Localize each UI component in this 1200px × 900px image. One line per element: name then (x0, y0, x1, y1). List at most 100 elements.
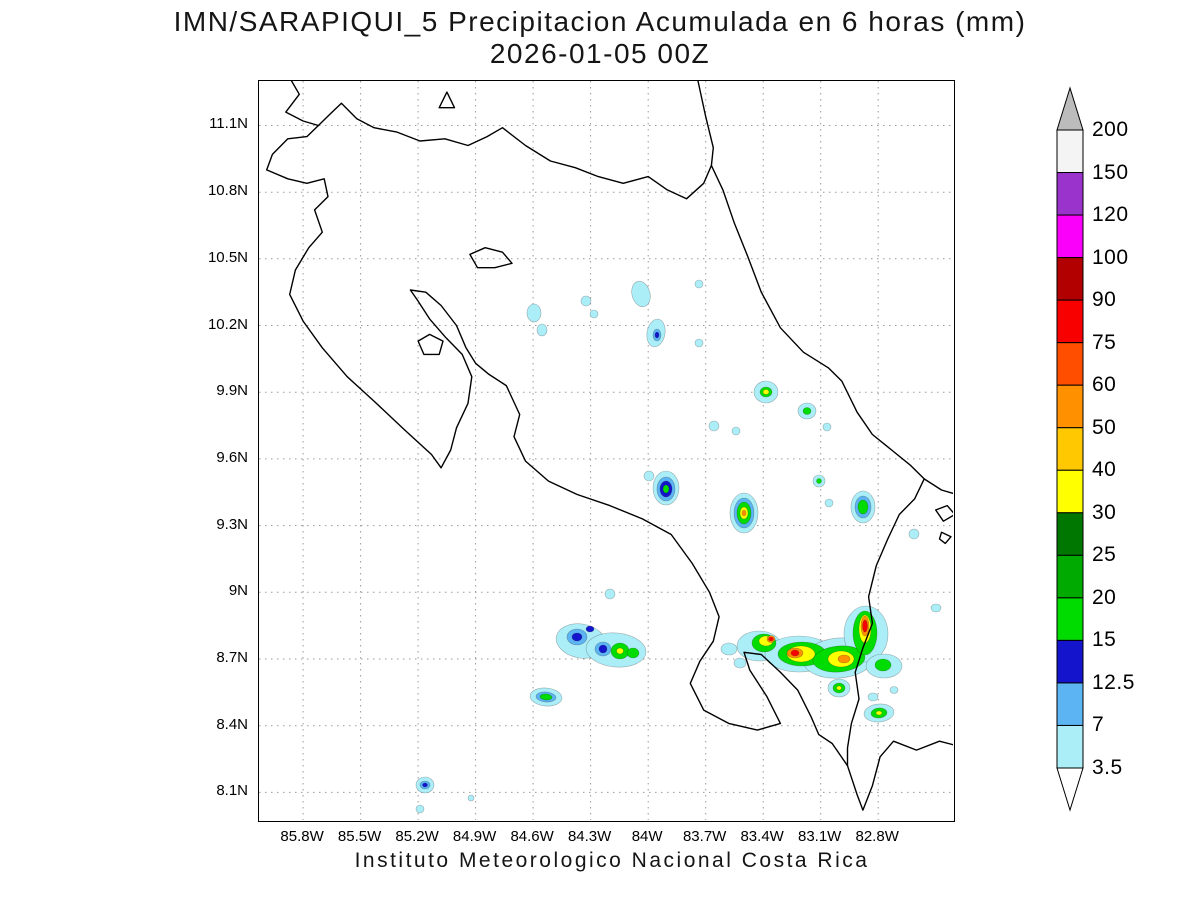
precip-contour (867, 692, 879, 702)
precip-contour (731, 426, 741, 436)
colorbar-value-label: 120 (1092, 203, 1129, 227)
y-tick-label: 10.2N (207, 315, 248, 333)
x-tick-label: 84.9W (452, 828, 497, 845)
coastline (417, 333, 444, 356)
coastline (317, 102, 713, 200)
colorbar-band (1056, 427, 1084, 471)
colorbar-value-label: 15 (1092, 628, 1117, 652)
precip-contour (908, 528, 920, 540)
colorbar-value-label: 25 (1092, 543, 1117, 567)
colorbar-band (1056, 639, 1084, 684)
x-tick-label: 84.6W (510, 828, 554, 845)
precip-contour (790, 649, 800, 657)
precip-contour (616, 647, 624, 655)
precip-contour (631, 280, 651, 308)
colorbar-arrow-under (1056, 767, 1084, 812)
colorbar-band (1056, 172, 1084, 216)
colorbar-band (1056, 129, 1084, 174)
y-tick-label: 9.9N (216, 382, 248, 400)
chart-subtitle: 2026-01-05 00Z (489, 38, 711, 69)
y-tick-label: 8.7N (216, 648, 248, 666)
precip-contour (930, 603, 942, 613)
precip-contour (536, 323, 548, 337)
map-canvas (259, 81, 953, 820)
precip-contour (626, 647, 640, 659)
precip-contour (875, 710, 883, 716)
precip-contour (643, 470, 655, 482)
precip-contour (816, 478, 822, 484)
precip-contour (733, 657, 747, 669)
precip-contour (768, 636, 774, 642)
colorbar-scale (1056, 86, 1084, 812)
precip-contour (526, 303, 542, 323)
y-tick-label: 11.1N (209, 115, 248, 133)
precip-contour (539, 693, 553, 701)
precip-contour (694, 338, 704, 348)
precip-contour (836, 685, 842, 691)
x-tick-label: 84.3W (567, 828, 612, 845)
colorbar-band (1056, 597, 1084, 641)
map-plot-area (258, 80, 955, 822)
y-tick-label: 9N (228, 582, 248, 600)
x-tick-label: 83.7W (682, 828, 727, 845)
coastline (697, 81, 953, 495)
colorbar-band (1056, 554, 1084, 599)
colorbar-value-label: 75 (1092, 330, 1117, 354)
colorbar-arrow-over (1056, 86, 1084, 131)
colorbar-band (1056, 724, 1084, 769)
precip-contour (762, 389, 770, 395)
precip-contour (802, 407, 812, 415)
coastline (266, 81, 953, 811)
colorbar-band (1056, 512, 1084, 556)
colorbar-value-label: 90 (1092, 288, 1117, 312)
precip-contour (822, 422, 832, 432)
precip-contour (857, 499, 869, 515)
coastline (438, 91, 456, 109)
y-tick-label: 10.8N (207, 182, 248, 200)
precip-contour (824, 498, 834, 508)
source-caption: Instituto Meteorologico Nacional Costa R… (354, 849, 870, 872)
y-tick-label: 9.3N (216, 515, 248, 533)
colorbar-value-label: 40 (1092, 458, 1117, 482)
x-tick-label: 84W (631, 828, 663, 845)
y-tick-label: 8.4N (216, 715, 248, 733)
colorbar-value-label: 100 (1092, 245, 1129, 269)
precip-contour (415, 804, 425, 814)
x-tick-label: 85.5W (337, 828, 382, 845)
colorbar-band (1056, 257, 1084, 301)
y-tick-label: 8.1N (216, 782, 248, 800)
precip-contour (837, 654, 851, 664)
x-tick-label: 82.8W (855, 828, 899, 845)
precip-contour (598, 644, 608, 654)
y-tick-label: 10.5N (207, 248, 248, 266)
x-tick-label: 83.1W (797, 828, 842, 845)
precip-contour (741, 509, 747, 517)
precip-contour (694, 279, 704, 289)
precip-contour (708, 420, 720, 432)
x-tick-label: 83.4W (740, 828, 784, 845)
coastline (846, 478, 925, 767)
x-tick-label: 85.8W (280, 828, 324, 845)
colorbar-band (1056, 299, 1084, 344)
colorbar-value-label: 150 (1092, 160, 1129, 184)
colorbar-band (1056, 384, 1084, 429)
precip-contour (422, 782, 428, 788)
colorbar-value-label: 12.5 (1092, 670, 1135, 694)
precip-contour (580, 295, 592, 307)
precip-contour (874, 658, 892, 672)
precip-contour (604, 588, 616, 600)
y-tick-label: 9.6N (216, 448, 248, 466)
colorbar-value-label: 7 (1092, 713, 1105, 737)
colorbar-value-label: 20 (1092, 585, 1117, 609)
colorbar-band (1056, 682, 1084, 726)
colorbar-value-label: 60 (1092, 373, 1117, 397)
precip-contour (589, 309, 599, 319)
colorbar-band (1056, 214, 1084, 259)
coastline (938, 531, 952, 545)
precip-contour (662, 484, 670, 494)
precip-contour (654, 331, 660, 339)
coastline (935, 504, 953, 522)
colorbar-band (1056, 469, 1084, 514)
precip-contour (889, 686, 899, 694)
